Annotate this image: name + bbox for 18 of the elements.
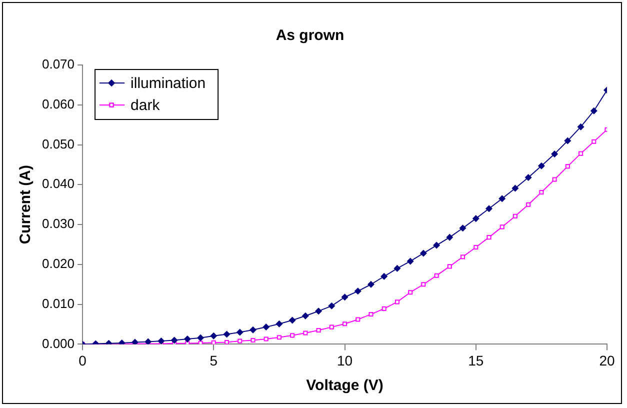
x-tick-label: 5 [210,352,218,368]
y-tick-label: 0.010 [42,296,75,311]
chart-title: As grown [276,27,344,44]
legend-label: dark [130,97,160,114]
x-tick-label: 10 [336,352,353,368]
y-tick-label: 0.040 [42,176,75,192]
y-tick-label: 0.030 [42,216,75,232]
x-tick-label: 20 [599,352,615,368]
y-tick-label: 0.070 [42,56,75,72]
x-tick-label: 15 [468,352,484,368]
legend-label: illumination [130,75,206,92]
x-axis-title: Voltage (V) [306,377,384,394]
y-axis-title: Current (A) [17,165,34,244]
y-tick-label: 0.020 [42,256,75,272]
y-tick-label: 0.050 [42,136,75,152]
y-tick-label: 0.000 [42,336,75,351]
x-tick-label: 0 [78,352,87,368]
y-tick-label: 0.060 [42,96,75,112]
